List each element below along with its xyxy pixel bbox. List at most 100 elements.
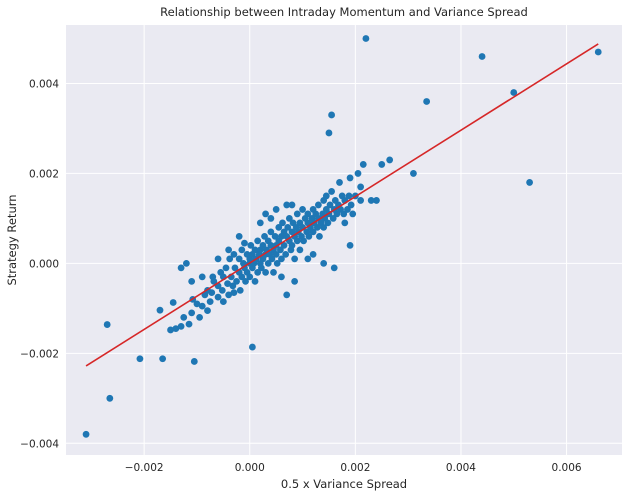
- data-point: [226, 255, 234, 263]
- data-point: [224, 280, 231, 288]
- data-point: [378, 161, 386, 168]
- data-point: [386, 156, 394, 164]
- data-point: [478, 53, 486, 60]
- data-point: [346, 241, 354, 249]
- data-point: [305, 233, 313, 240]
- data-point: [594, 48, 602, 56]
- data-point: [309, 250, 317, 258]
- data-point: [326, 201, 334, 209]
- data-point: [270, 268, 277, 276]
- data-point: [177, 322, 185, 330]
- data-point: [206, 298, 214, 306]
- data-point: [293, 237, 301, 245]
- data-point: [357, 183, 365, 191]
- data-point: [373, 197, 380, 204]
- y-tick-label: −0.002: [20, 348, 59, 360]
- data-point: [273, 259, 281, 267]
- data-point: [246, 273, 254, 281]
- data-point: [259, 241, 267, 249]
- data-point: [291, 255, 299, 263]
- data-point: [333, 210, 341, 218]
- data-point: [262, 268, 269, 276]
- data-point: [261, 233, 268, 240]
- data-point: [357, 197, 365, 204]
- data-point: [214, 293, 222, 301]
- data-point: [324, 219, 332, 227]
- data-point: [300, 237, 308, 245]
- data-point: [222, 264, 230, 272]
- data-point: [304, 210, 312, 218]
- data-point: [198, 273, 206, 281]
- data-point: [340, 210, 348, 218]
- data-point: [275, 224, 283, 231]
- data-point: [320, 224, 328, 231]
- data-point: [225, 246, 233, 254]
- data-point: [285, 215, 293, 222]
- y-tick-label: 0.000: [29, 258, 59, 270]
- data-point: [314, 201, 322, 209]
- data-point: [288, 201, 296, 209]
- data-point: [231, 264, 239, 272]
- data-point: [180, 313, 188, 321]
- data-point: [169, 299, 177, 306]
- data-point: [159, 355, 167, 363]
- data-point: [196, 313, 203, 321]
- y-tick-label: 0.002: [29, 168, 59, 180]
- data-point: [299, 206, 306, 213]
- data-point: [172, 325, 180, 333]
- data-point: [304, 255, 312, 263]
- data-point: [264, 259, 272, 267]
- tick-labels: −0.002 0.000 0.002 0.004 0.006 −0.004 −0.002 0.…: [20, 78, 582, 474]
- data-point: [316, 233, 323, 240]
- data-point: [229, 282, 237, 290]
- data-point: [341, 219, 349, 227]
- data-point: [278, 255, 285, 263]
- data-point: [103, 321, 111, 328]
- data-point: [257, 264, 265, 272]
- data-point: [254, 237, 262, 245]
- data-point: [262, 210, 269, 218]
- data-point: [320, 259, 328, 267]
- scatter-points: [82, 35, 602, 438]
- data-point: [238, 273, 246, 281]
- data-point: [410, 170, 417, 177]
- x-tick-label: −0.002: [125, 462, 164, 474]
- data-point: [526, 179, 533, 186]
- data-point: [188, 277, 196, 285]
- plot-area: [66, 25, 622, 455]
- data-point: [313, 224, 321, 231]
- data-point: [233, 277, 240, 285]
- gridlines: [66, 25, 622, 455]
- data-point: [283, 291, 291, 299]
- data-point: [219, 298, 227, 306]
- data-point: [510, 89, 518, 96]
- data-point: [156, 306, 164, 314]
- data-point: [283, 201, 291, 209]
- data-point: [177, 264, 185, 272]
- data-point: [185, 320, 193, 328]
- data-point: [208, 289, 216, 297]
- data-point: [267, 228, 275, 236]
- data-point: [359, 161, 367, 168]
- data-point: [188, 309, 196, 317]
- fit-line: [85, 43, 599, 367]
- data-point: [344, 206, 351, 213]
- data-point: [346, 174, 354, 182]
- data-point: [267, 215, 275, 222]
- data-point: [235, 233, 243, 240]
- data-point: [230, 250, 238, 258]
- data-point: [322, 192, 330, 200]
- data-point: [214, 255, 222, 263]
- data-point: [288, 241, 296, 249]
- data-point: [278, 273, 285, 281]
- fit-line-group: [85, 43, 599, 367]
- data-point: [225, 291, 233, 299]
- x-axis-title: 0.5 x Variance Spread: [281, 477, 407, 491]
- data-point: [423, 98, 431, 105]
- data-point: [272, 206, 280, 213]
- x-tick-label: 0.006: [552, 462, 582, 474]
- data-point: [182, 259, 190, 267]
- data-point: [198, 302, 206, 310]
- data-point: [235, 255, 243, 263]
